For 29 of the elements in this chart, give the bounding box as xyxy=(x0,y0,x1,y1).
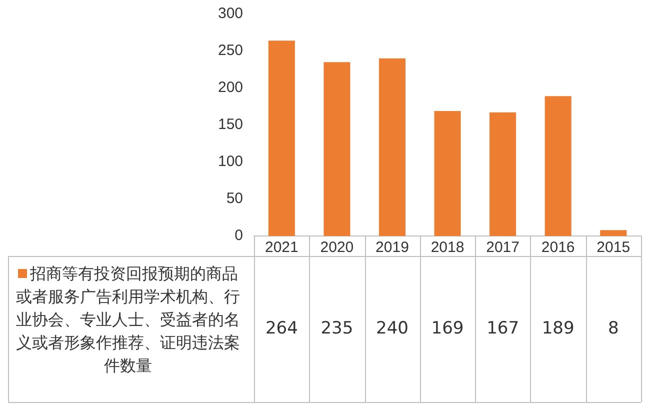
y-tick-label: 200 xyxy=(218,79,244,96)
data-label: 189 xyxy=(542,318,574,338)
bar xyxy=(268,40,295,236)
x-tick-label: 2016 xyxy=(541,239,575,256)
data-label: 8 xyxy=(608,318,619,338)
bar xyxy=(434,110,461,236)
x-tick-label: 2020 xyxy=(320,239,354,256)
x-tick-label: 2018 xyxy=(430,239,464,256)
y-tick-label: 100 xyxy=(218,153,244,170)
bar xyxy=(490,112,516,236)
data-label: 235 xyxy=(320,318,354,338)
bar xyxy=(600,230,627,236)
x-tick-label: 2015 xyxy=(596,239,630,256)
data-label: 169 xyxy=(431,318,464,338)
data-label: 264 xyxy=(265,318,298,338)
x-tick-label: 2021 xyxy=(264,239,298,256)
y-tick-label: 300 xyxy=(218,5,244,22)
bar xyxy=(324,62,350,236)
bar xyxy=(544,96,572,236)
data-label: 240 xyxy=(376,318,408,338)
x-tick-label: 2017 xyxy=(486,239,520,256)
data-label: 167 xyxy=(486,318,520,338)
bar xyxy=(378,58,406,236)
x-tick-label: 2019 xyxy=(376,239,409,256)
y-tick-label: 250 xyxy=(218,42,244,60)
y-tick-label: 50 xyxy=(226,190,244,208)
y-tick-label: 0 xyxy=(234,227,244,244)
legend-label: 招商等有投资回报预期的商品或者服务广告利用学术机构、行业协会、专业人士、受益者的名义或者形象作推荐、证明违法案件数量 xyxy=(16,264,240,375)
y-tick-label: 150 xyxy=(218,116,244,134)
